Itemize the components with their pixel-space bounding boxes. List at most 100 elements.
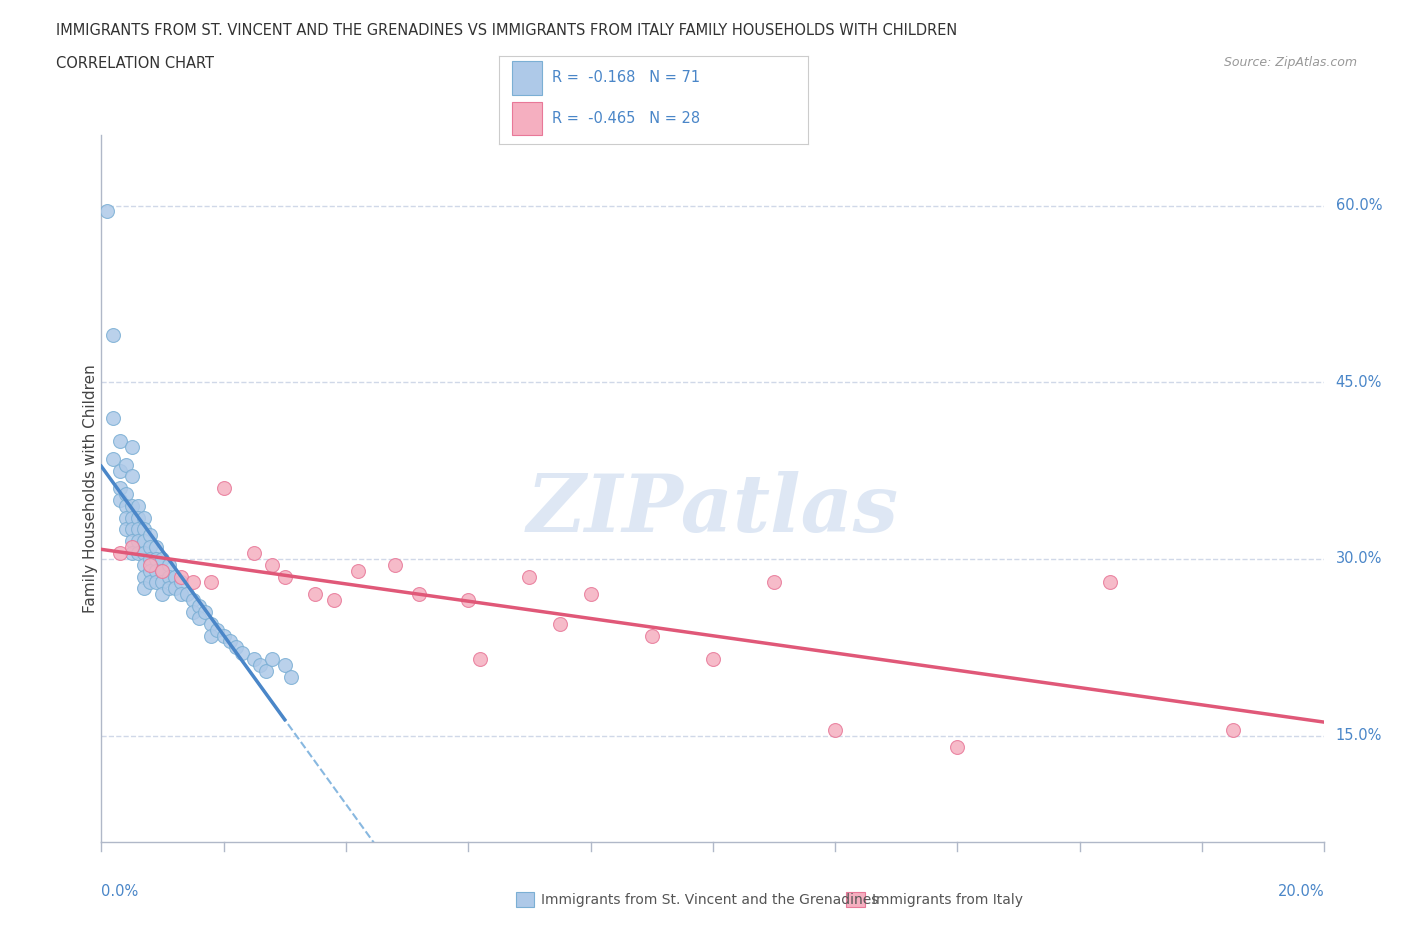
Point bbox=[194, 604, 217, 619]
Point bbox=[121, 511, 143, 525]
Point bbox=[108, 493, 131, 508]
Text: 30.0%: 30.0% bbox=[1336, 551, 1382, 566]
Point bbox=[243, 546, 266, 561]
Y-axis label: Family Households with Children: Family Households with Children bbox=[83, 364, 97, 613]
Point bbox=[212, 628, 235, 643]
Point bbox=[763, 575, 786, 590]
Point bbox=[145, 564, 167, 578]
Point bbox=[108, 546, 131, 561]
Point bbox=[384, 557, 406, 572]
Point bbox=[127, 546, 149, 561]
Point bbox=[181, 604, 204, 619]
Point bbox=[139, 528, 162, 543]
Point bbox=[579, 587, 602, 602]
FancyBboxPatch shape bbox=[512, 61, 543, 95]
Point bbox=[470, 652, 492, 667]
Point bbox=[170, 587, 193, 602]
Point bbox=[127, 534, 149, 549]
Point bbox=[181, 592, 204, 607]
Text: 15.0%: 15.0% bbox=[1336, 728, 1382, 743]
Point bbox=[548, 617, 571, 631]
Text: 45.0%: 45.0% bbox=[1336, 375, 1382, 390]
Point bbox=[824, 723, 846, 737]
Point bbox=[121, 539, 143, 554]
Point bbox=[132, 546, 155, 561]
Point bbox=[170, 575, 193, 590]
Point bbox=[274, 658, 297, 672]
Point bbox=[96, 204, 118, 219]
Text: Source: ZipAtlas.com: Source: ZipAtlas.com bbox=[1223, 56, 1357, 69]
Point bbox=[231, 645, 253, 660]
Point bbox=[121, 440, 143, 455]
Point bbox=[1099, 575, 1122, 590]
Point bbox=[152, 564, 174, 578]
Point bbox=[280, 670, 302, 684]
Point bbox=[121, 522, 143, 537]
Point bbox=[322, 592, 344, 607]
Point bbox=[304, 587, 326, 602]
Point bbox=[127, 498, 149, 513]
Point bbox=[114, 486, 136, 501]
Text: R =  -0.465   N = 28: R = -0.465 N = 28 bbox=[551, 111, 700, 126]
Point bbox=[152, 587, 174, 602]
Point bbox=[243, 652, 266, 667]
Point bbox=[132, 534, 155, 549]
Point bbox=[139, 564, 162, 578]
Point bbox=[108, 433, 131, 448]
Point bbox=[121, 546, 143, 561]
Text: CORRELATION CHART: CORRELATION CHART bbox=[56, 56, 214, 71]
Point bbox=[152, 551, 174, 566]
Point bbox=[408, 587, 430, 602]
Point bbox=[152, 575, 174, 590]
Point bbox=[274, 569, 297, 584]
Point bbox=[139, 539, 162, 554]
Point bbox=[188, 599, 211, 614]
Point bbox=[145, 551, 167, 566]
Point bbox=[127, 511, 149, 525]
Point bbox=[212, 481, 235, 496]
Text: 0.0%: 0.0% bbox=[101, 884, 138, 898]
Point bbox=[108, 481, 131, 496]
Point bbox=[249, 658, 271, 672]
Point bbox=[145, 539, 167, 554]
Point bbox=[103, 451, 125, 466]
Point bbox=[121, 534, 143, 549]
Point bbox=[200, 617, 222, 631]
Point bbox=[200, 575, 222, 590]
Point bbox=[702, 652, 724, 667]
Point bbox=[132, 511, 155, 525]
Point bbox=[163, 581, 186, 596]
Text: IMMIGRANTS FROM ST. VINCENT AND THE GRENADINES VS IMMIGRANTS FROM ITALY FAMILY H: IMMIGRANTS FROM ST. VINCENT AND THE GREN… bbox=[56, 23, 957, 38]
Point bbox=[262, 652, 284, 667]
Text: R =  -0.168   N = 71: R = -0.168 N = 71 bbox=[551, 71, 700, 86]
Point bbox=[641, 628, 664, 643]
Text: ZIPatlas: ZIPatlas bbox=[527, 471, 898, 548]
Point bbox=[519, 569, 541, 584]
Point bbox=[225, 640, 247, 655]
Point bbox=[181, 575, 204, 590]
Point bbox=[157, 557, 180, 572]
Point bbox=[157, 569, 180, 584]
Point bbox=[1222, 723, 1244, 737]
Text: Immigrants from St. Vincent and the Grenadines: Immigrants from St. Vincent and the Gren… bbox=[541, 893, 879, 908]
Point bbox=[200, 628, 222, 643]
Point bbox=[132, 581, 155, 596]
Point bbox=[127, 522, 149, 537]
Point bbox=[121, 498, 143, 513]
Point bbox=[132, 557, 155, 572]
Point bbox=[262, 557, 284, 572]
Point bbox=[121, 469, 143, 484]
Point bbox=[108, 463, 131, 478]
Point bbox=[157, 581, 180, 596]
Point bbox=[103, 327, 125, 342]
Text: 60.0%: 60.0% bbox=[1336, 198, 1382, 213]
Text: 20.0%: 20.0% bbox=[1278, 884, 1324, 898]
Point bbox=[170, 569, 193, 584]
Point bbox=[114, 458, 136, 472]
FancyBboxPatch shape bbox=[512, 101, 543, 136]
Point bbox=[946, 740, 969, 755]
Point bbox=[457, 592, 479, 607]
Point bbox=[114, 498, 136, 513]
Point bbox=[114, 522, 136, 537]
Point bbox=[145, 575, 167, 590]
